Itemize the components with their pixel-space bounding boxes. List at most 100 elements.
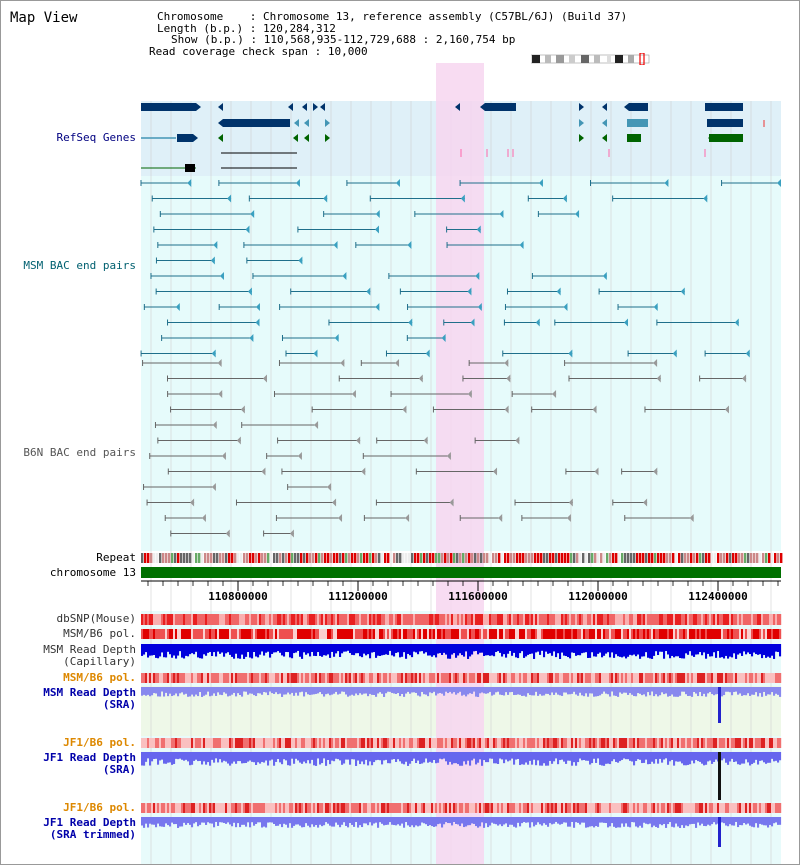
heat-cell	[159, 629, 162, 639]
depth-bar	[311, 817, 314, 825]
heat-cell	[767, 738, 770, 748]
heat-cell	[617, 614, 620, 625]
heat-cell	[463, 673, 466, 683]
depth-bar	[293, 817, 296, 826]
heat-cell	[479, 614, 482, 625]
bac-end-glyph	[742, 374, 747, 383]
heat-cell	[165, 629, 168, 639]
heat-cell	[627, 738, 630, 748]
heat-cell	[531, 673, 534, 683]
depth-bar	[727, 752, 730, 765]
depth-bar	[717, 644, 720, 652]
depth-bar	[311, 644, 314, 652]
heat-cell	[315, 629, 318, 639]
heat-cell	[407, 803, 410, 813]
repeat-mark	[615, 553, 618, 563]
depth-bar	[751, 644, 754, 657]
depth-bar	[195, 817, 198, 823]
heat-cell	[403, 738, 406, 748]
heat-cell	[693, 738, 696, 748]
heat-cell	[243, 673, 246, 683]
heat-cell	[491, 629, 494, 639]
heat-cell	[159, 614, 162, 625]
repeat-mark	[633, 553, 636, 563]
heat-cell	[447, 673, 450, 683]
depth-bar	[261, 687, 264, 695]
heat-cell	[381, 738, 384, 748]
depth-bar	[465, 752, 468, 765]
repeat-mark	[162, 553, 165, 563]
chromosome-ideogram[interactable]	[531, 53, 653, 65]
depth-bar	[457, 644, 460, 656]
depth-bar	[219, 687, 222, 695]
repeat-mark	[444, 553, 447, 563]
axis-tick-label: 110800000	[208, 590, 268, 603]
depth-bar	[269, 644, 272, 658]
depth-bar	[587, 752, 590, 761]
heat-cell	[757, 629, 760, 639]
heat-cell	[453, 803, 456, 813]
heat-cell	[401, 803, 404, 813]
heat-cell	[521, 673, 524, 683]
heat-cell	[633, 803, 636, 813]
depth-bar	[431, 752, 434, 763]
heat-cell	[435, 673, 438, 683]
depth-bar	[189, 752, 192, 766]
depth-bar	[587, 687, 590, 697]
depth-bar	[371, 817, 374, 826]
depth-bar	[399, 644, 402, 658]
heat-cell	[285, 803, 288, 813]
depth-bar	[721, 752, 724, 761]
heat-cell	[615, 629, 618, 639]
heat-cell	[593, 803, 596, 813]
heat-cell	[191, 673, 194, 683]
repeat-mark	[636, 553, 639, 563]
heat-cell	[251, 614, 254, 625]
depth-bar	[539, 644, 542, 655]
bac-end-glyph	[504, 359, 509, 367]
heat-cell	[771, 614, 774, 625]
heat-cell	[469, 803, 472, 813]
repeat-mark	[369, 553, 372, 563]
depth-bar	[553, 644, 556, 652]
heat-cell	[207, 629, 210, 639]
heat-cell	[181, 738, 184, 748]
heat-cell	[307, 629, 310, 639]
depth-bar	[229, 752, 232, 766]
heat-cell	[423, 629, 426, 639]
depth-bar	[197, 817, 200, 827]
heat-cell	[539, 614, 542, 625]
heat-cell	[333, 803, 336, 813]
depth-bar	[545, 644, 548, 652]
heat-cell	[771, 673, 774, 683]
depth-bar	[361, 752, 364, 762]
depth-bar	[211, 644, 214, 657]
heat-cell	[581, 803, 584, 813]
heat-cell	[495, 614, 498, 625]
heat-cell	[529, 614, 532, 625]
repeat-mark	[528, 553, 531, 563]
depth-bar	[359, 687, 362, 694]
depth-bar	[343, 752, 346, 764]
depth-bar	[203, 644, 206, 655]
depth-bar	[387, 644, 390, 655]
depth-bar	[731, 687, 734, 696]
heat-cell	[737, 673, 740, 683]
repeat-mark	[675, 553, 678, 563]
heat-cell	[201, 629, 204, 639]
depth-bar	[329, 817, 332, 826]
depth-bar	[769, 752, 772, 763]
heat-cell	[221, 614, 224, 625]
depth-bar	[341, 817, 344, 825]
heat-cell	[667, 614, 670, 625]
depth-bar	[759, 644, 762, 655]
heat-cell	[523, 803, 526, 813]
depth-bar	[227, 817, 230, 823]
depth-bar	[263, 817, 266, 827]
depth-bar	[745, 817, 748, 825]
heat-cell	[609, 738, 612, 748]
heat-cell	[637, 629, 640, 639]
heat-cell	[399, 673, 402, 683]
heat-cell	[251, 738, 254, 748]
